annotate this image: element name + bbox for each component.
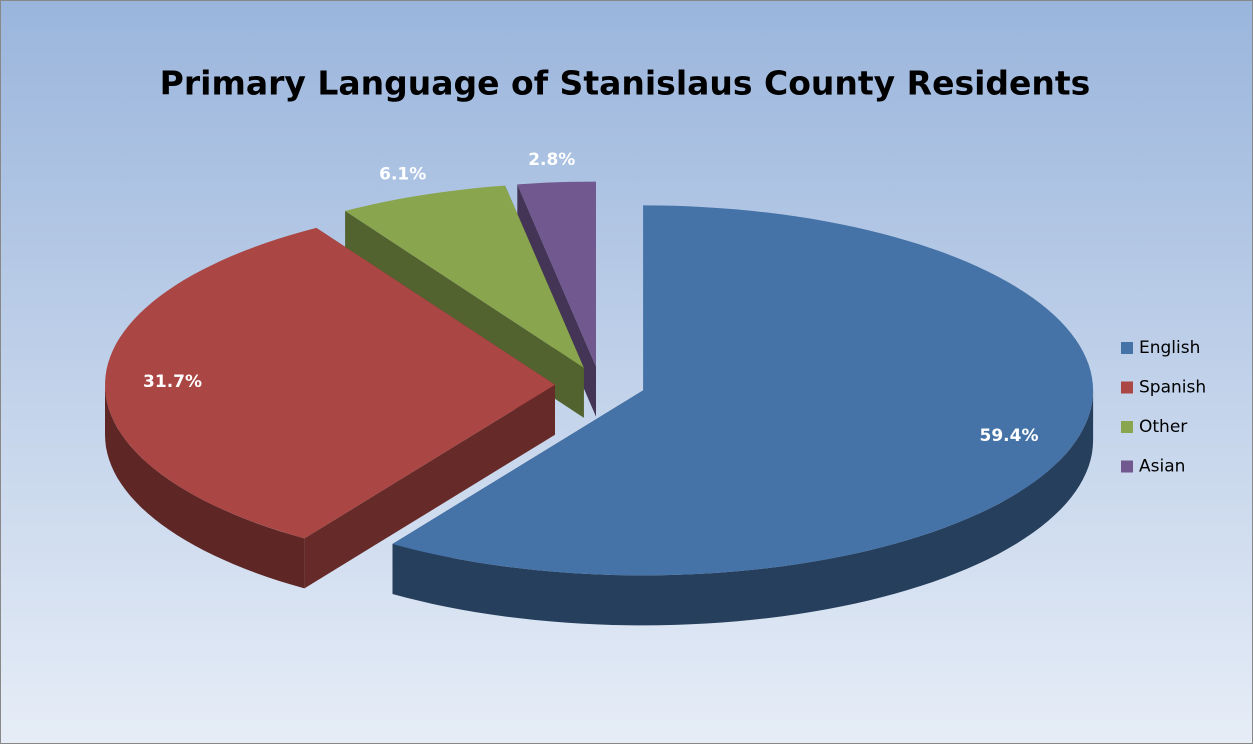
- legend-label: Asian: [1139, 457, 1185, 477]
- legend: English Spanish Other Asian: [1121, 338, 1206, 477]
- data-label: 2.8%: [528, 150, 575, 170]
- chart-title: Primary Language of Stanislaus County Re…: [160, 64, 1091, 103]
- slice-wall: [304, 384, 555, 589]
- slice-side: [105, 384, 305, 589]
- slice: [517, 181, 596, 367]
- legend-label: Other: [1139, 417, 1187, 437]
- data-label: 59.4%: [980, 426, 1039, 446]
- slice-side: [392, 390, 1094, 626]
- legend-label: English: [1139, 338, 1200, 358]
- legend-swatch: [1121, 381, 1133, 394]
- slice: [345, 185, 584, 368]
- legend-swatch: [1121, 342, 1133, 354]
- pie: 59.4% 31.7% 6.1% 2.8%: [105, 150, 1094, 626]
- data-label: 31.7%: [143, 372, 202, 392]
- legend-swatch: [1121, 421, 1133, 433]
- legend-label: Spanish: [1139, 378, 1206, 398]
- data-label: 6.1%: [379, 164, 426, 184]
- legend-swatch: [1121, 460, 1133, 473]
- slice: [105, 227, 555, 539]
- slice: [392, 205, 1094, 576]
